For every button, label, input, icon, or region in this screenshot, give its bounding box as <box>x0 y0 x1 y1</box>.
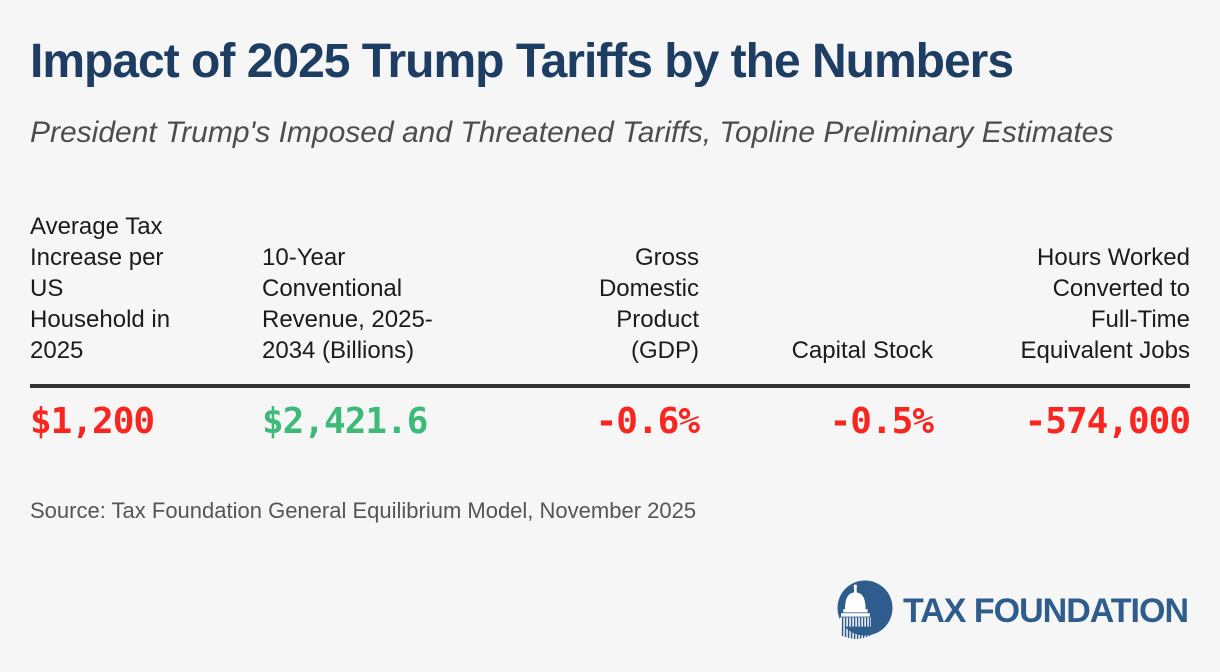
content-area: Impact of 2025 Trump Tariffs by the Numb… <box>30 35 1191 524</box>
table-divider-rule <box>30 384 1190 389</box>
value-revenue: $2,421.6 <box>262 401 428 443</box>
tax-foundation-logo: TAX FOUNDATION <box>834 580 1189 642</box>
value-household-tax: $1,200 <box>30 401 155 443</box>
column-header-gdp: Gross Domestic Product (GDP) <box>598 244 699 365</box>
value-capital-stock: -0.5% <box>829 401 934 443</box>
capitol-dome-icon <box>837 580 893 639</box>
column-header-household-tax: Average Tax Increase per US Household in… <box>30 213 171 365</box>
page-title: Impact of 2025 Trump Tariffs by the Numb… <box>30 35 1014 88</box>
value-jobs: -574,000 <box>1024 401 1191 443</box>
page-subtitle: President Trump's Imposed and Threatened… <box>30 115 1114 149</box>
source-note: Source: Tax Foundation General Equilibri… <box>30 498 697 524</box>
stats-table-value-row: $1,200 $2,421.6 -0.6% -0.5% -574,000 <box>30 401 1191 443</box>
logo-wordmark: TAX FOUNDATION <box>902 591 1189 630</box>
column-header-jobs: Hours Worked Converted to Full-Time Equi… <box>1020 244 1190 365</box>
stats-table-header-row: Average Tax Increase per US Household in… <box>30 211 1190 366</box>
column-header-capital-stock: Capital Stock <box>791 337 933 365</box>
stats-table: Average Tax Increase per US Household in… <box>30 211 1191 443</box>
value-gdp: -0.6% <box>595 401 700 443</box>
column-header-revenue: 10-Year Conventional Revenue, 2025- 2034… <box>262 244 433 365</box>
